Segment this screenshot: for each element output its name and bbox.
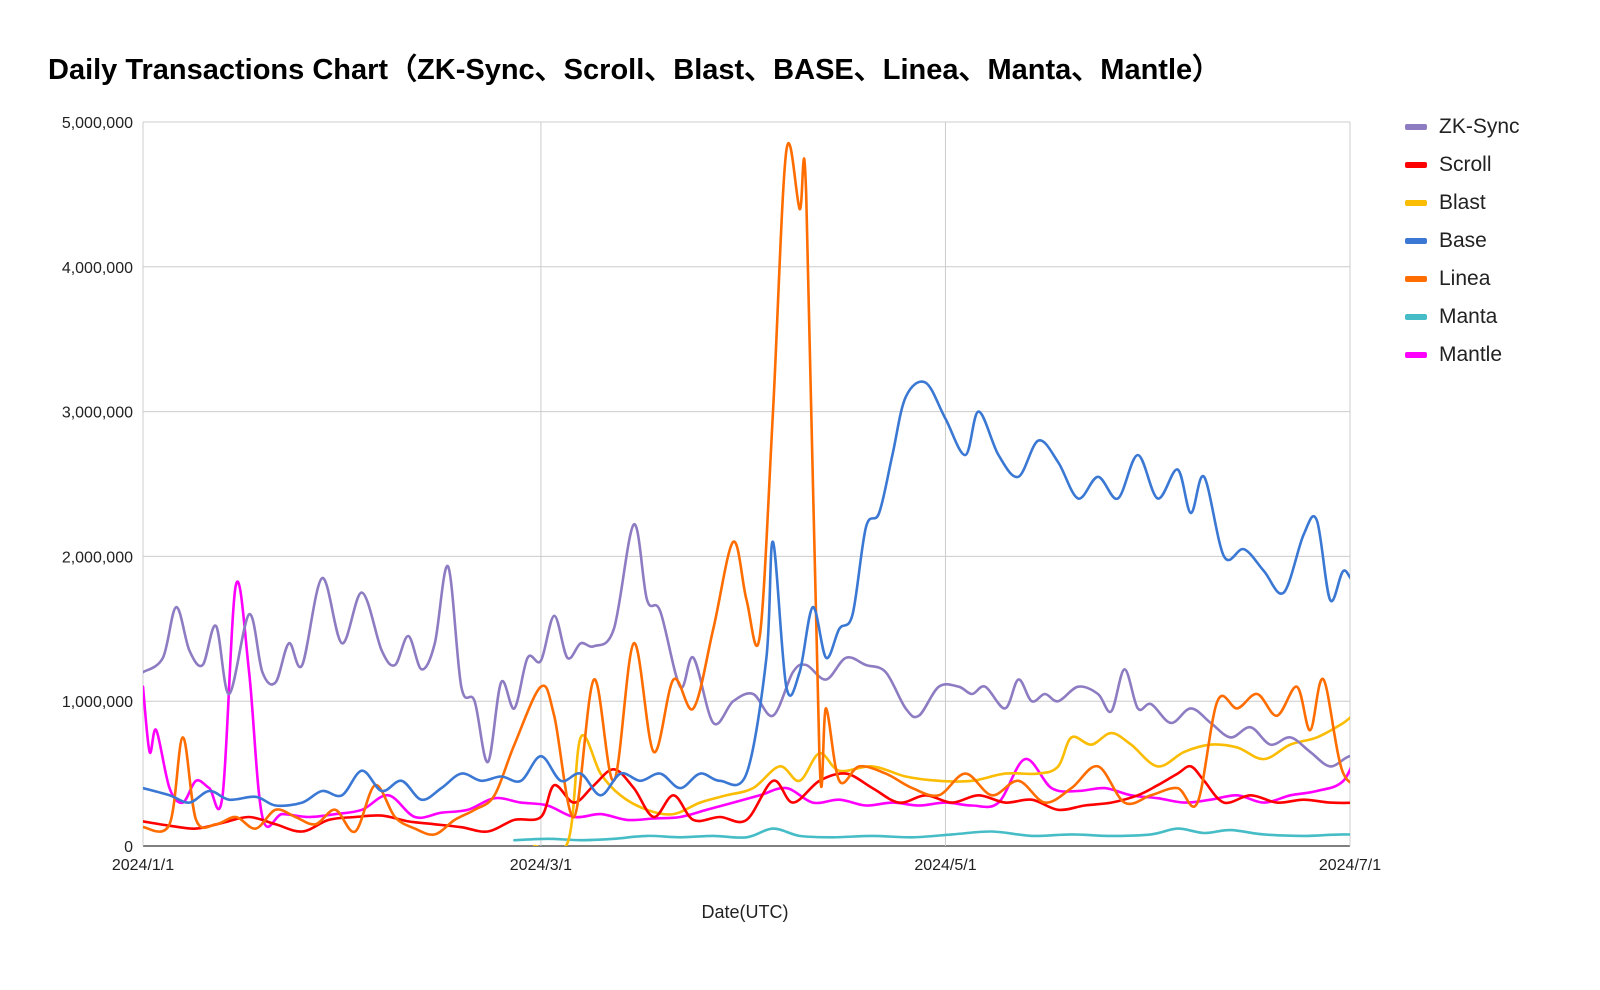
- x-tick-label: 2024/7/1: [1319, 857, 1381, 874]
- grid-lines: [142, 121, 1351, 847]
- legend-swatch: [1405, 352, 1427, 358]
- series-line-base: [143, 380, 1350, 808]
- y-tick-label: 4,000,000: [62, 260, 133, 277]
- legend-item-linea: Linea: [1405, 260, 1520, 298]
- legend-item-base: Base: [1405, 222, 1520, 260]
- legend-item-blast: Blast: [1405, 184, 1520, 222]
- chart-legend: ZK-Sync Scroll Blast Base Linea Manta Mantle: [1405, 108, 1520, 374]
- y-tick-label: 0: [124, 839, 133, 856]
- legend-swatch: [1405, 200, 1427, 206]
- y-tick-label: 2,000,000: [62, 549, 133, 566]
- legend-label: Manta: [1439, 305, 1498, 328]
- series-line-linea: [143, 141, 1350, 836]
- series-lines: [143, 141, 1350, 846]
- y-tick-label: 1,000,000: [62, 694, 133, 711]
- legend-swatch: [1405, 124, 1427, 130]
- legend-label: Scroll: [1439, 153, 1492, 176]
- legend-item-scroll: Scroll: [1405, 146, 1520, 184]
- legend-label: ZK-Sync: [1439, 115, 1520, 138]
- legend-label: Base: [1439, 229, 1487, 252]
- x-axis-title: Date(UTC): [701, 902, 789, 922]
- legend-swatch: [1405, 238, 1427, 244]
- y-tick-label: 3,000,000: [62, 405, 133, 422]
- legend-label: Mantle: [1439, 343, 1503, 366]
- series-line-manta: [513, 827, 1350, 842]
- x-tick-label: 2024/5/1: [914, 857, 976, 874]
- legend-swatch: [1405, 162, 1427, 168]
- y-tick-label: 5,000,000: [62, 115, 133, 132]
- series-line-blast: [533, 715, 1350, 846]
- legend-swatch: [1405, 276, 1427, 282]
- legend-label: Linea: [1439, 267, 1491, 290]
- x-tick-label: 2024/3/1: [510, 857, 572, 874]
- series-line-mantle: [143, 580, 1350, 828]
- legend-label: Blast: [1439, 191, 1486, 214]
- legend-item-manta: Manta: [1405, 298, 1520, 336]
- legend-item-mantle: Mantle: [1405, 336, 1520, 374]
- x-tick-label: 2024/1/1: [112, 857, 174, 874]
- legend-swatch: [1405, 314, 1427, 320]
- series-line-scroll: [143, 764, 1350, 834]
- axis-labels: 0 1,000,000 2,000,000 3,000,000 4,000,000 5,0…: [62, 115, 1381, 874]
- legend-item-zk-sync: ZK-Sync: [1405, 108, 1520, 146]
- chart-title: Daily Transactions Chart（ZK-Sync、Scroll、…: [48, 54, 1222, 86]
- series-line-zk-sync: [143, 523, 1350, 768]
